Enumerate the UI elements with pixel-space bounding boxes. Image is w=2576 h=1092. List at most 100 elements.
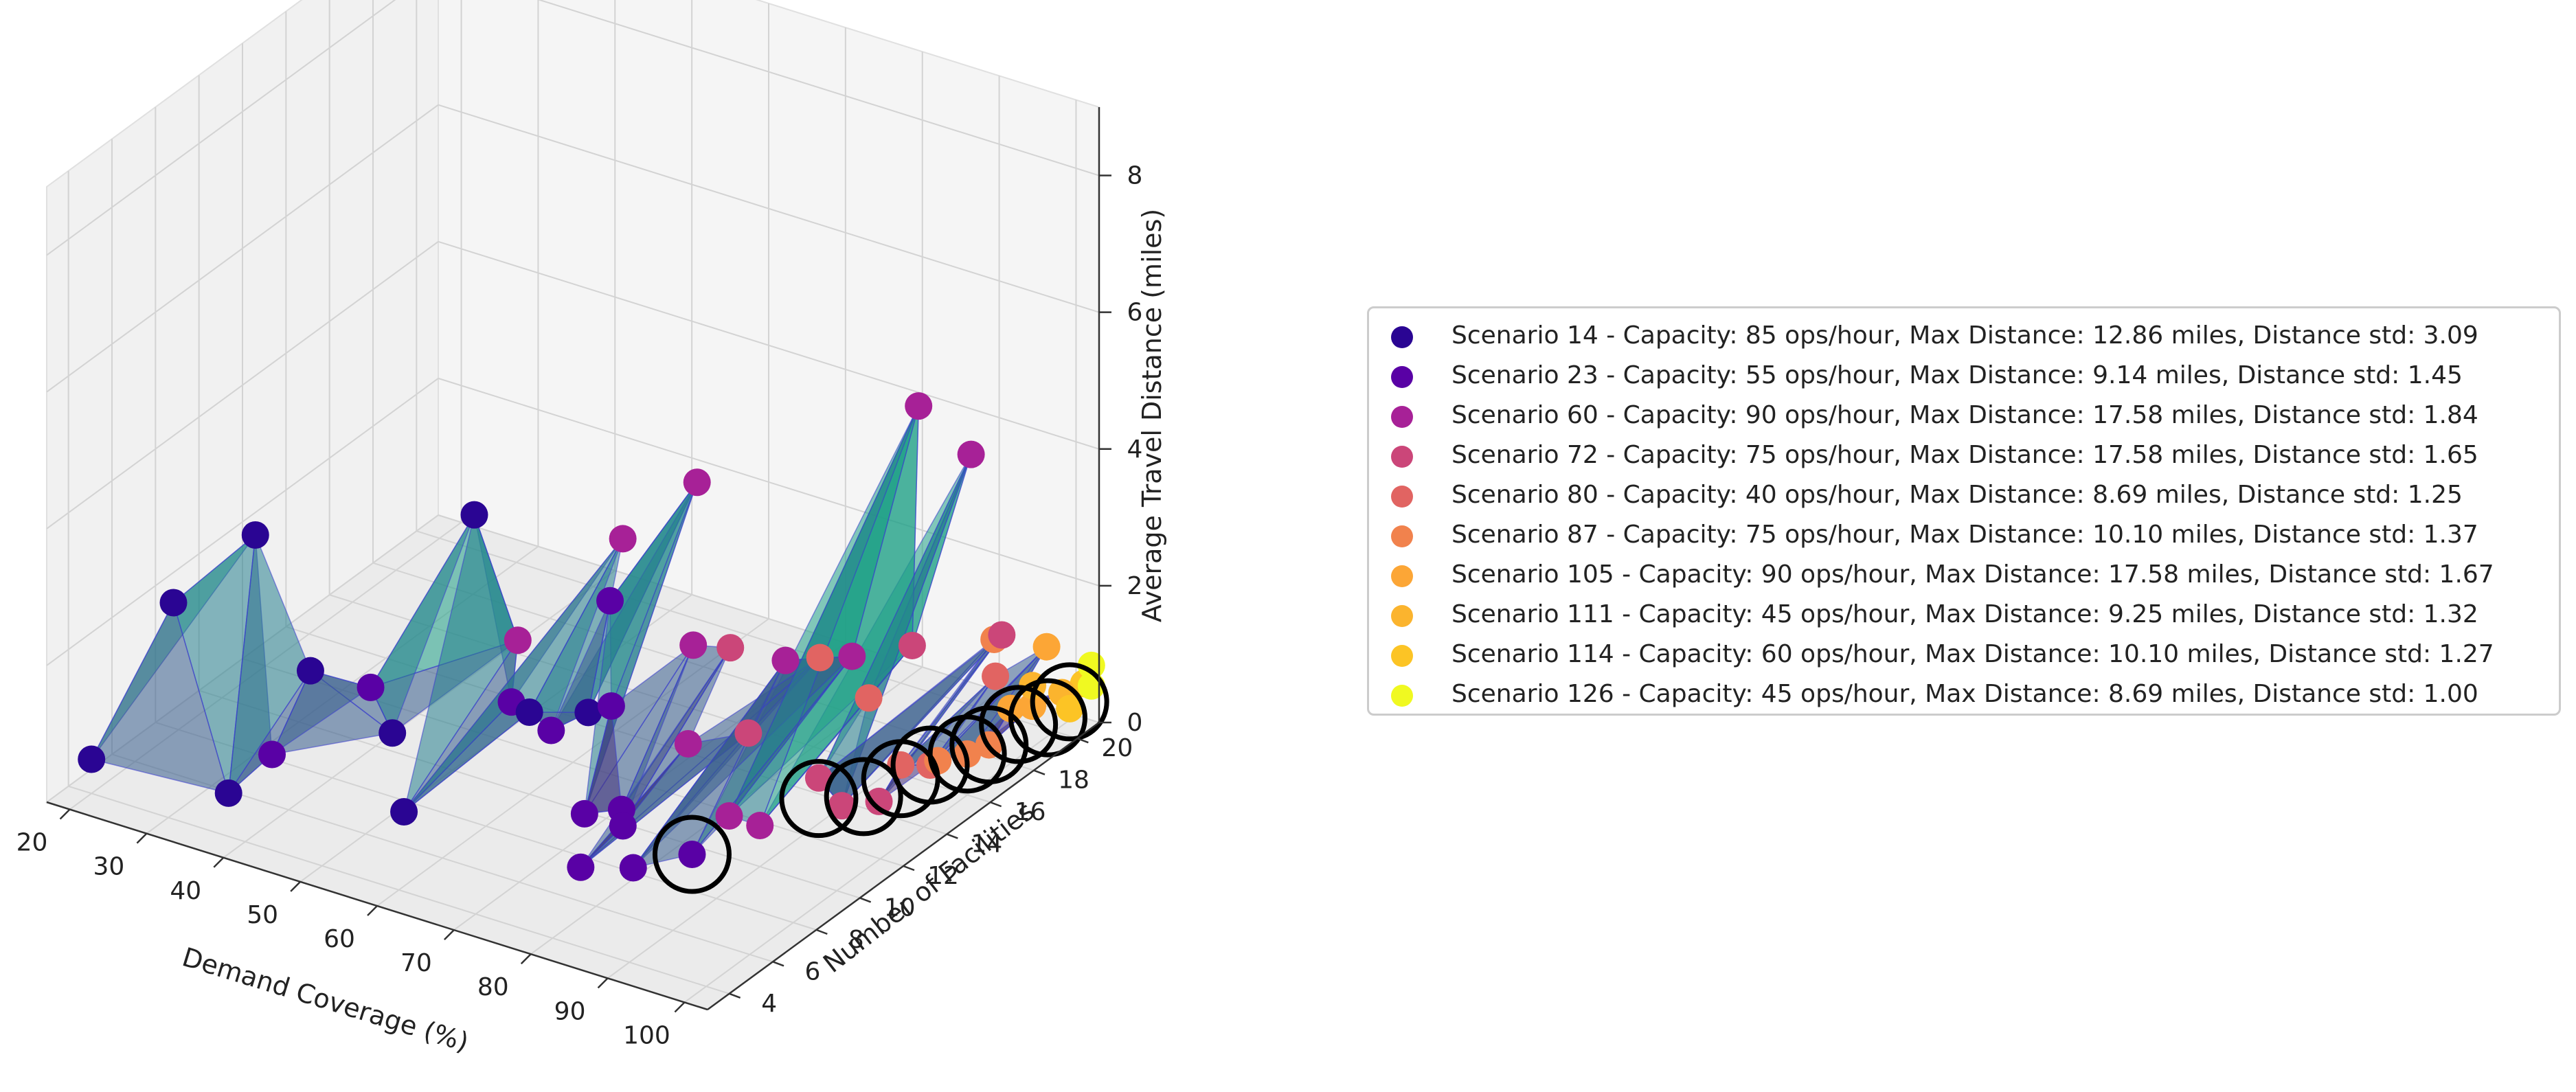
x-tick-label: 100 bbox=[623, 1021, 670, 1049]
data-point-scenario-114 bbox=[1056, 694, 1084, 723]
legend-marker-icon bbox=[1391, 366, 1413, 388]
surface-facet bbox=[631, 660, 787, 869]
y-tick bbox=[1076, 738, 1089, 744]
legend-item: Scenario 111 - Capacity: 45 ops/hour, Ma… bbox=[1369, 596, 2559, 636]
data-point-scenario-23 bbox=[570, 799, 598, 828]
data-point-scenario-14 bbox=[296, 657, 324, 685]
y-tick-label: 8 bbox=[848, 926, 864, 954]
data-point-scenario-14 bbox=[460, 501, 488, 529]
data-point-scenario-60 bbox=[674, 730, 702, 758]
highlight-ring bbox=[890, 725, 970, 805]
grid-line bbox=[537, 0, 1100, 177]
data-point-scenario-14 bbox=[379, 719, 407, 747]
x-tick bbox=[213, 856, 225, 868]
highlight-ring bbox=[979, 685, 1059, 764]
data-point-scenario-23 bbox=[678, 841, 706, 869]
data-point-scenario-72 bbox=[828, 792, 856, 820]
legend-marker-icon bbox=[1391, 326, 1413, 348]
legend-label: Scenario 126 - Capacity: 45 ops/hour, Ma… bbox=[1451, 680, 2478, 708]
grid-line bbox=[438, 240, 1100, 450]
y-tick bbox=[946, 833, 958, 839]
grid-line bbox=[46, 240, 439, 530]
data-point-scenario-105 bbox=[1032, 633, 1061, 661]
y-tick bbox=[859, 897, 872, 903]
legend-label: Scenario 80 - Capacity: 40 ops/hour, Max… bbox=[1451, 481, 2463, 509]
surface-facet bbox=[691, 656, 852, 855]
data-point-scenario-23 bbox=[609, 812, 637, 840]
y-tick bbox=[990, 801, 1002, 808]
x-tick bbox=[367, 905, 378, 916]
data-point-scenario-60 bbox=[957, 440, 985, 468]
legend-item: Scenario 105 - Capacity: 90 ops/hour, Ma… bbox=[1369, 556, 2559, 596]
legend-marker-icon bbox=[1391, 486, 1413, 508]
highlight-ring bbox=[652, 815, 732, 894]
x-tick bbox=[443, 929, 455, 941]
data-point-scenario-60 bbox=[905, 392, 933, 420]
legend-label: Scenario 87 - Capacity: 75 ops/hour, Max… bbox=[1451, 521, 2478, 549]
y-tick-label: 4 bbox=[761, 990, 777, 1018]
data-point-scenario-72 bbox=[865, 787, 893, 815]
y-tick bbox=[903, 865, 915, 872]
data-point-scenario-60 bbox=[746, 812, 774, 840]
legend-marker-icon bbox=[1391, 685, 1413, 707]
z-tick-label: 0 bbox=[1127, 709, 1143, 737]
x-tick bbox=[520, 953, 532, 965]
legend-marker-icon bbox=[1391, 406, 1413, 428]
data-point-scenario-72 bbox=[804, 764, 833, 792]
trisurf-surface bbox=[91, 405, 1092, 869]
legend-label: Scenario 72 - Capacity: 75 ops/hour, Max… bbox=[1451, 441, 2478, 469]
legend-label: Scenario 60 - Capacity: 90 ops/hour, Max… bbox=[1451, 401, 2478, 429]
data-point-scenario-60 bbox=[715, 802, 743, 830]
data-point-scenario-14 bbox=[241, 521, 269, 549]
x-tick-label: 90 bbox=[554, 997, 586, 1025]
legend-label: Scenario 114 - Capacity: 60 ops/hour, Ma… bbox=[1451, 640, 2494, 668]
y-tick bbox=[729, 992, 741, 999]
data-point-scenario-23 bbox=[619, 854, 647, 882]
y-tick bbox=[1033, 769, 1046, 775]
data-point-scenario-14 bbox=[78, 745, 106, 773]
legend-label: Scenario 105 - Capacity: 90 ops/hour, Ma… bbox=[1451, 560, 2494, 589]
y-tick-label: 16 bbox=[1015, 798, 1046, 826]
legend-marker-icon bbox=[1391, 605, 1413, 627]
highlight-rings bbox=[652, 662, 1109, 894]
x-tick bbox=[674, 1001, 686, 1013]
x-tick-label: 80 bbox=[477, 973, 509, 1001]
legend-item: Scenario 60 - Capacity: 90 ops/hour, Max… bbox=[1369, 397, 2559, 437]
legend: Scenario 14 - Capacity: 85 ops/hour, Max… bbox=[1367, 306, 2561, 716]
data-point-scenario-80 bbox=[855, 684, 883, 712]
legend-label: Scenario 14 - Capacity: 85 ops/hour, Max… bbox=[1451, 321, 2478, 350]
data-point-scenario-23 bbox=[357, 673, 385, 701]
legend-marker-icon bbox=[1391, 565, 1413, 587]
data-point-scenario-14 bbox=[390, 797, 418, 826]
z-tick-label: 8 bbox=[1127, 162, 1143, 190]
data-point-scenario-60 bbox=[679, 631, 708, 659]
y-tick-label: 14 bbox=[971, 830, 1002, 858]
legend-label: Scenario 111 - Capacity: 45 ops/hour, Ma… bbox=[1451, 600, 2478, 628]
data-point-scenario-14 bbox=[214, 779, 242, 807]
highlight-ring bbox=[1030, 662, 1109, 742]
data-point-scenario-60 bbox=[771, 646, 800, 674]
x-tick-label: 40 bbox=[170, 877, 201, 905]
y-tick-label: 12 bbox=[927, 862, 959, 890]
legend-item: Scenario 72 - Capacity: 75 ops/hour, Max… bbox=[1369, 437, 2559, 477]
data-point-scenario-60 bbox=[504, 626, 532, 655]
surface-facet bbox=[91, 601, 229, 794]
x-tick-label: 60 bbox=[324, 925, 355, 953]
grid-line bbox=[68, 785, 730, 994]
x-tick-label: 20 bbox=[16, 829, 48, 857]
data-point-scenario-80 bbox=[806, 644, 834, 672]
y-tick-label: 20 bbox=[1101, 734, 1133, 762]
data-point-scenario-23 bbox=[597, 692, 625, 720]
legend-item: Scenario 14 - Capacity: 85 ops/hour, Max… bbox=[1369, 317, 2559, 357]
data-point-scenario-72 bbox=[734, 719, 762, 747]
z-tick-label: 2 bbox=[1127, 572, 1143, 600]
data-point-scenario-60 bbox=[838, 642, 866, 670]
data-point-scenario-23 bbox=[596, 587, 624, 615]
z-tick-label: 4 bbox=[1127, 435, 1143, 464]
x-tick bbox=[59, 808, 71, 820]
data-point-scenario-60 bbox=[609, 525, 637, 553]
x-tick bbox=[597, 977, 609, 989]
legend-marker-icon bbox=[1391, 446, 1413, 468]
